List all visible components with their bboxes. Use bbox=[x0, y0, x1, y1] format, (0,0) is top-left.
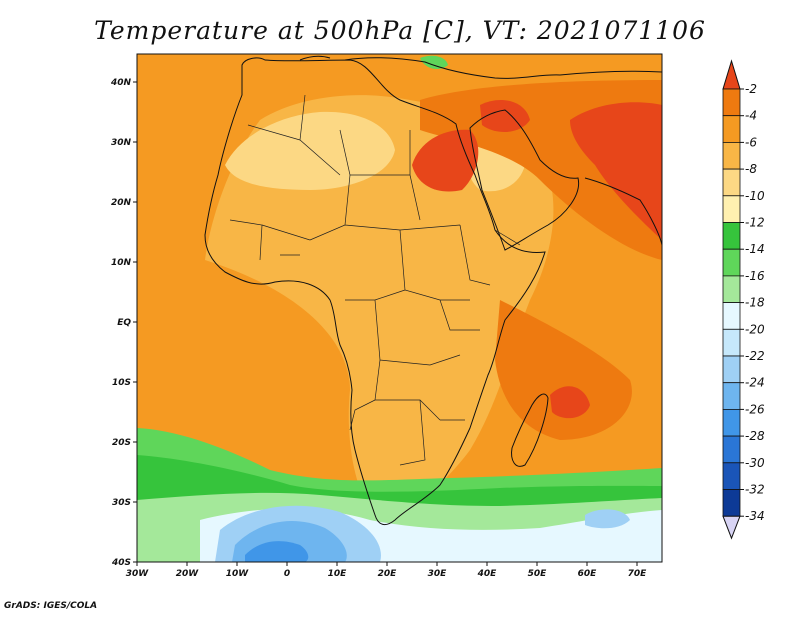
colorbar-swatch bbox=[722, 115, 741, 143]
colorbar-swatch bbox=[722, 88, 741, 117]
colorbar-swatch bbox=[722, 328, 741, 357]
lat-tick-label: EQ bbox=[117, 318, 131, 328]
lat-tick-label: 40S bbox=[111, 558, 131, 568]
colorbar-label: -8 bbox=[745, 162, 757, 176]
lon-tick-label: 60E bbox=[578, 569, 598, 579]
lon-tick-label: 10W bbox=[226, 569, 250, 579]
colorbar-label: -14 bbox=[745, 242, 765, 256]
lon-tick-label: 20W bbox=[176, 569, 200, 579]
lat-tick-label: 10S bbox=[112, 378, 131, 388]
lat-tick-label: 20S bbox=[112, 438, 131, 448]
colorbar-swatch bbox=[722, 222, 741, 250]
colorbar-swatch bbox=[722, 195, 741, 223]
field-veryhot-iran bbox=[570, 102, 662, 240]
field-sahara bbox=[225, 111, 395, 190]
lon-tick-label: 10E bbox=[328, 569, 348, 579]
field-light-blue-east bbox=[585, 509, 630, 529]
footer-credit: GrADS: IGES/COLA bbox=[4, 601, 98, 611]
lon-tick-label: 70E bbox=[628, 569, 648, 579]
border-lines bbox=[229, 94, 521, 466]
colorbar-label: -10 bbox=[745, 189, 765, 203]
colorbar-swatch bbox=[722, 355, 741, 384]
field-veryhot-egypt bbox=[412, 129, 479, 192]
field-green-patch bbox=[420, 55, 448, 70]
colorbar-swatch bbox=[722, 168, 741, 197]
colorbar-bottom-arrow bbox=[722, 515, 741, 540]
colorbar-label: -32 bbox=[745, 483, 765, 497]
colorbar-swatch bbox=[722, 489, 741, 517]
lat-tick-label: 40N bbox=[110, 78, 132, 88]
colorbar-label: -4 bbox=[745, 109, 757, 123]
colorbar-swatch bbox=[722, 248, 741, 277]
country-borders bbox=[229, 94, 521, 466]
colorbar-label: -2 bbox=[745, 82, 757, 96]
lon-axis: 30W 20W 10W 0 10E 20E 30E 40E 50E 60E 70E bbox=[126, 562, 647, 579]
field-veryhot-mozambique bbox=[550, 386, 590, 419]
lon-tick-label: 20E bbox=[378, 569, 398, 579]
plot-frame bbox=[136, 53, 663, 563]
colorbar-swatch bbox=[722, 302, 741, 330]
colorbar-label: -6 bbox=[745, 135, 757, 149]
colorbar-swatch bbox=[722, 462, 741, 490]
lon-tick-label: 40E bbox=[477, 569, 498, 579]
map-title: Temperature at 500hPa [C], VT: 202107110… bbox=[94, 16, 706, 45]
colorbar-swatch bbox=[722, 275, 741, 303]
colorbar-swatch bbox=[722, 408, 741, 437]
europe-coastline bbox=[299, 55, 561, 79]
arabia-coastline bbox=[469, 109, 580, 251]
lon-tick-label: 30E bbox=[428, 569, 448, 579]
colorbar-label: -30 bbox=[745, 456, 765, 470]
colorbar-label: -16 bbox=[745, 269, 765, 283]
lon-tick-label: 30W bbox=[126, 569, 150, 579]
field-veryhot-iraq bbox=[480, 100, 530, 132]
colorbar-label: -34 bbox=[745, 509, 765, 523]
lat-tick-label: 20N bbox=[111, 198, 132, 208]
colorbar-label: -18 bbox=[745, 296, 765, 310]
colorbar-label: -22 bbox=[745, 349, 765, 363]
lon-tick-label: 0 bbox=[284, 569, 290, 579]
colorbar-label: -28 bbox=[745, 429, 765, 443]
colorbar-label: -20 bbox=[745, 322, 765, 336]
lat-tick-label: 10N bbox=[111, 258, 132, 268]
colorbar: -2 -4 -6 -8 -10 -12 -14 -16 -18 -20 -22 -24 -26 -28 -3… bbox=[722, 59, 765, 540]
lon-tick-label: 50E bbox=[528, 569, 548, 579]
colorbar-label: -24 bbox=[745, 376, 765, 390]
field-land-mid bbox=[205, 95, 554, 521]
colorbar-swatch bbox=[722, 141, 741, 170]
coastlines bbox=[204, 55, 662, 526]
lat-tick-label: 30N bbox=[111, 138, 132, 148]
colorbar-label: -12 bbox=[745, 216, 765, 230]
colorbar-swatch bbox=[722, 382, 741, 410]
field-deep-blue bbox=[245, 541, 309, 562]
asia-coastline bbox=[559, 70, 662, 246]
colorbar-swatch bbox=[722, 435, 741, 464]
colorbar-top-arrow bbox=[722, 59, 741, 90]
africa-coastline bbox=[204, 57, 546, 526]
temperature-field bbox=[137, 54, 662, 562]
madagascar-coastline bbox=[511, 393, 549, 467]
lat-axis: 40S 30S 20S 10S EQ 10N 20N 30N 40N bbox=[110, 78, 137, 568]
colorbar-label: -26 bbox=[745, 402, 765, 416]
field-hot-south bbox=[495, 300, 632, 440]
lat-tick-label: 30S bbox=[112, 498, 131, 508]
